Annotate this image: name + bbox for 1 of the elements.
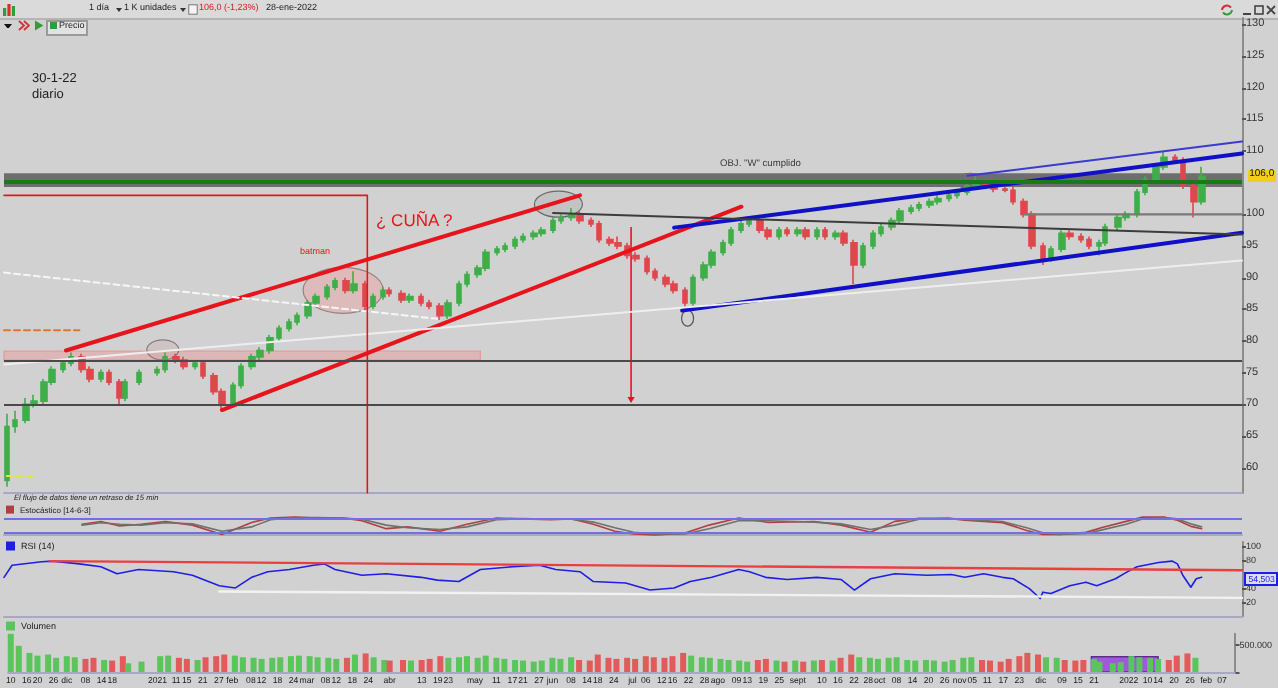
annotation: ¿ CUÑA ?	[376, 210, 453, 230]
